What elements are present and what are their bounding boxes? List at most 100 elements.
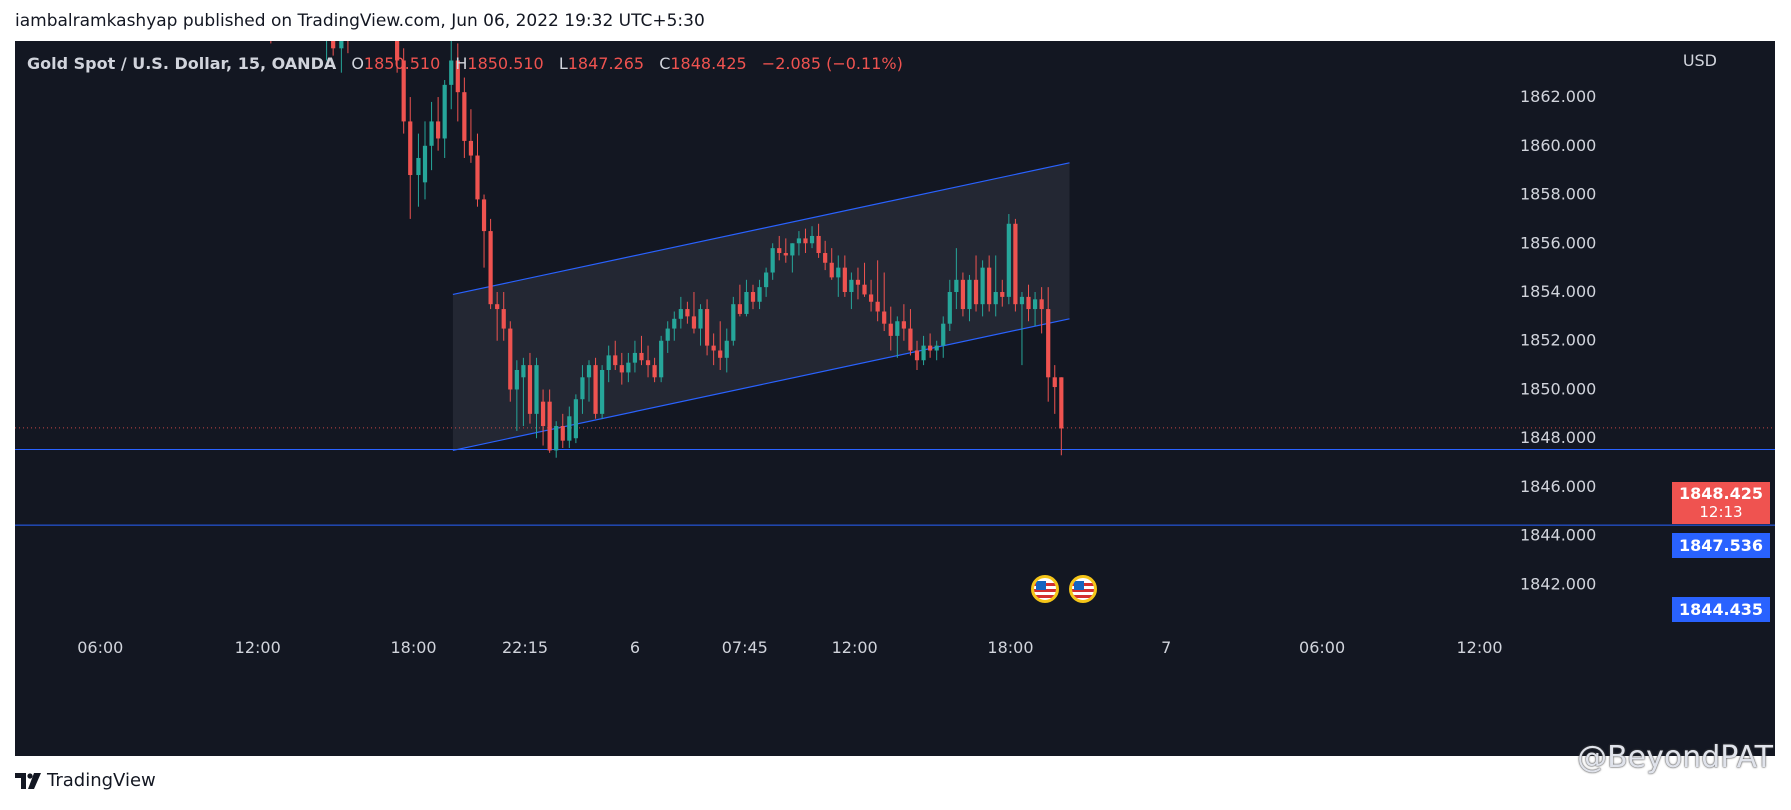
candle-body — [704, 309, 710, 346]
us-flag-icon[interactable] — [1068, 575, 1097, 604]
candle-body — [436, 121, 441, 139]
time-tick-label: 7 — [1161, 638, 1171, 657]
candle-body — [731, 304, 736, 341]
candle-body — [921, 345, 926, 361]
candle — [347, 41, 349, 54]
candle — [823, 240, 828, 271]
candle — [875, 260, 880, 322]
candle-body — [580, 377, 585, 400]
candle-body — [718, 350, 723, 358]
candle — [606, 345, 611, 383]
candle-body — [401, 60, 406, 122]
candle — [436, 97, 441, 151]
time-tick-label: 12:00 — [832, 638, 878, 657]
candle-body — [408, 121, 413, 176]
candle — [993, 255, 998, 317]
candle-body — [600, 369, 605, 414]
candle — [921, 335, 926, 366]
candle — [770, 243, 775, 280]
candle-body — [1059, 377, 1064, 429]
candle-body — [1013, 223, 1018, 305]
candle-body — [862, 284, 867, 295]
price-tick-label: 1846.000 — [1520, 477, 1596, 496]
candle — [1006, 214, 1011, 305]
candle — [914, 340, 920, 370]
candle — [895, 316, 900, 358]
candle — [980, 260, 985, 317]
candle-body — [803, 238, 808, 244]
candle-body — [809, 235, 815, 244]
candle — [449, 41, 454, 110]
candle-body — [868, 294, 874, 302]
candle — [901, 304, 906, 341]
candle — [339, 41, 344, 73]
candlestick-chart[interactable]: 1842.000 1844.000 1846.000 1848.000 1850.000… — [15, 41, 1775, 756]
candle-body — [331, 41, 336, 49]
us-flag-icon[interactable] — [1030, 575, 1059, 604]
flag-canton — [1035, 581, 1046, 591]
candle — [1013, 218, 1018, 312]
time-tick-label: 22:15 — [502, 638, 548, 657]
time-tick-label: 6 — [630, 638, 640, 657]
low-value: 1847.265 — [567, 54, 645, 73]
price-tick-label: 1858.000 — [1520, 185, 1596, 204]
candle-body — [613, 355, 618, 366]
candle — [665, 321, 670, 353]
candle — [908, 309, 913, 356]
candle-body — [547, 401, 552, 451]
candle-body — [777, 248, 782, 254]
price-tick-label: 1844.000 — [1520, 526, 1596, 545]
candle — [803, 228, 808, 254]
time-tick-label: 18:00 — [987, 638, 1033, 657]
candle — [737, 284, 742, 317]
candle-body — [672, 318, 677, 329]
candle — [632, 340, 638, 373]
candle-body — [796, 238, 802, 244]
candle-body — [1052, 377, 1057, 388]
candle-body — [724, 340, 729, 358]
candle — [462, 77, 467, 158]
time-tick-label: 12:00 — [1456, 638, 1502, 657]
chart-frame[interactable]: 1842.000 1844.000 1846.000 1848.000 1850.000… — [15, 41, 1775, 756]
candle-body — [770, 248, 775, 273]
bar-countdown: 12:13 — [1699, 503, 1743, 521]
candle-body — [508, 328, 513, 390]
candle-body — [882, 311, 887, 324]
candle — [718, 321, 723, 370]
candle — [973, 255, 979, 312]
candle-body — [980, 267, 985, 305]
candle — [626, 352, 631, 383]
horizontal-line-price-tag: 1847.536 — [1672, 533, 1770, 558]
candle-body — [1046, 309, 1051, 378]
price-tick-label: 1854.000 — [1520, 282, 1596, 301]
candle-body — [823, 253, 828, 263]
candle-body — [395, 41, 400, 61]
candle — [560, 413, 565, 448]
candle — [672, 311, 677, 341]
candle — [928, 333, 933, 358]
flag-stripe — [1071, 595, 1094, 599]
candle-body — [442, 84, 447, 139]
currency-label[interactable]: USD — [1682, 51, 1717, 70]
candle-body — [914, 350, 920, 361]
candle-body — [606, 355, 611, 370]
price-tick-label: 1848.000 — [1520, 428, 1596, 447]
candle-body — [495, 304, 500, 310]
candle-body — [540, 401, 546, 427]
open-value: 1850.510 — [363, 54, 441, 73]
candle-body — [790, 243, 795, 256]
candle-body — [659, 340, 664, 378]
tradingview-logo[interactable]: TradingView — [15, 770, 156, 791]
candle — [849, 272, 854, 310]
candle-body — [429, 121, 434, 146]
change-value: −2.085 (−0.11%) — [761, 54, 903, 73]
channel-fill — [452, 162, 1070, 451]
candle — [816, 223, 821, 258]
candle-body — [901, 321, 906, 329]
candle-body — [842, 267, 847, 293]
candle — [954, 248, 959, 310]
candle — [495, 292, 500, 341]
candle — [1026, 284, 1031, 322]
candle-body — [462, 92, 467, 141]
symbol-name[interactable]: Gold Spot / U.S. Dollar, 15, OANDA — [27, 54, 337, 73]
